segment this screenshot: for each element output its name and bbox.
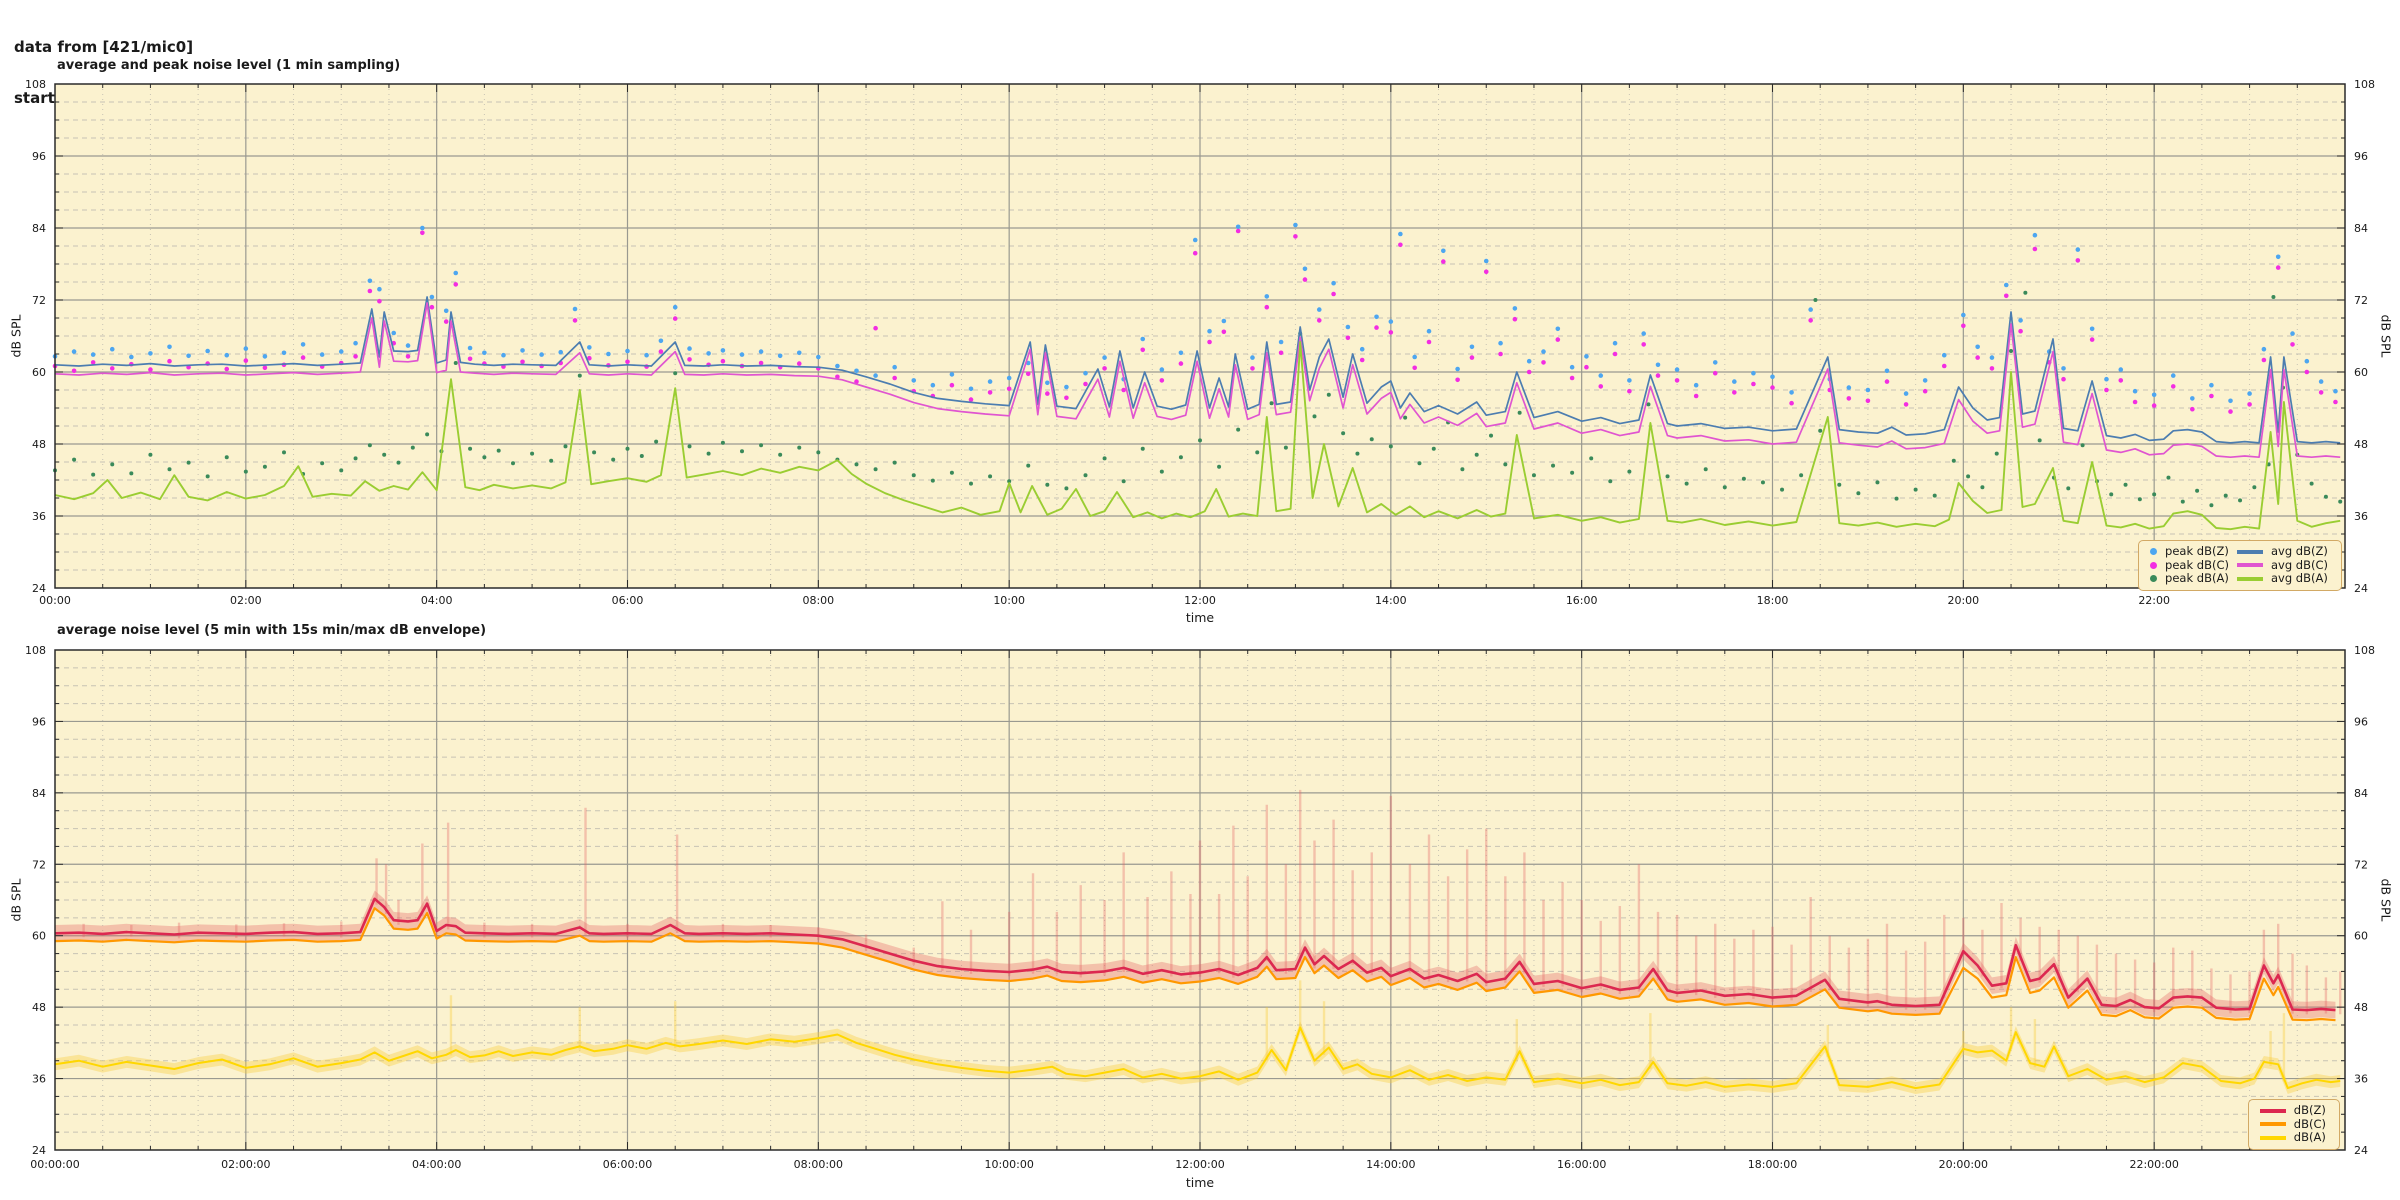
bottom-chart-ylabel-right: dB SPL — [2378, 878, 2394, 922]
dba-line-icon — [2259, 1135, 2286, 1140]
svg-text:60: 60 — [32, 930, 46, 943]
svg-text:108: 108 — [2354, 78, 2375, 91]
svg-text:04:00: 04:00 — [421, 594, 453, 607]
top-chart-xlabel: time — [1185, 610, 1215, 625]
svg-text:06:00:00: 06:00:00 — [603, 1158, 652, 1171]
svg-text:08:00:00: 08:00:00 — [794, 1158, 843, 1171]
bottom-chart-ylabel-left: dB SPL — [8, 878, 24, 922]
svg-text:24: 24 — [32, 1144, 46, 1157]
svg-text:12:00: 12:00 — [1184, 594, 1216, 607]
svg-text:72: 72 — [2354, 858, 2368, 871]
svg-text:22:00:00: 22:00:00 — [2129, 1158, 2178, 1171]
svg-text:02:00:00: 02:00:00 — [221, 1158, 270, 1171]
svg-text:60: 60 — [32, 366, 46, 379]
bottom-chart-title: average noise level (5 min with 15s min/… — [57, 623, 487, 638]
legend-label-avg-dbz: avg dB(Z) — [2270, 544, 2328, 558]
top-chart-ylabel-left: dB SPL — [8, 314, 24, 358]
svg-text:10:00:00: 10:00:00 — [984, 1158, 1033, 1171]
svg-text:20:00: 20:00 — [1947, 594, 1979, 607]
bottom-chart-legend: dB(Z) dB(C) dB(A) — [2247, 1099, 2340, 1150]
svg-text:00:00: 00:00 — [39, 594, 71, 607]
top-chart-legend: peak dB(Z) avg dB(Z) peak dB(C) avg dB(C… — [2138, 540, 2342, 591]
legend-label-avg-dba: avg dB(A) — [2270, 571, 2328, 585]
svg-text:60: 60 — [2354, 366, 2368, 379]
svg-text:36: 36 — [32, 510, 46, 523]
svg-text:16:00: 16:00 — [1566, 594, 1598, 607]
svg-text:18:00:00: 18:00:00 — [1748, 1158, 1797, 1171]
svg-text:08:00: 08:00 — [802, 594, 834, 607]
svg-text:36: 36 — [32, 1073, 46, 1086]
svg-text:84: 84 — [32, 787, 46, 800]
svg-text:108: 108 — [25, 78, 46, 91]
svg-text:48: 48 — [2354, 1001, 2368, 1014]
svg-text:96: 96 — [32, 715, 46, 728]
svg-text:96: 96 — [32, 150, 46, 163]
svg-text:36: 36 — [2354, 510, 2368, 523]
svg-text:22:00: 22:00 — [2138, 594, 2170, 607]
svg-text:20:00:00: 20:00:00 — [1939, 1158, 1988, 1171]
legend-label-dbz: dB(Z) — [2293, 1103, 2326, 1117]
peak-dbc-marker-icon — [2150, 561, 2158, 569]
svg-text:36: 36 — [2354, 1073, 2368, 1086]
svg-text:72: 72 — [32, 294, 46, 307]
svg-text:24: 24 — [32, 582, 46, 595]
legend-label-dbc: dB(C) — [2293, 1116, 2326, 1131]
svg-text:96: 96 — [2354, 150, 2368, 163]
svg-text:48: 48 — [32, 438, 46, 451]
svg-text:24: 24 — [2354, 1144, 2368, 1157]
svg-text:48: 48 — [2354, 438, 2368, 451]
legend-label-dba: dB(A) — [2293, 1130, 2326, 1144]
svg-text:00:00:00: 00:00:00 — [30, 1158, 79, 1171]
bottom-chart-plot: 00:00:00 02:00:00 04:00:00 06:00:00 08:00:00… — [25, 644, 2375, 1171]
peak-dbz-marker-icon — [2150, 548, 2158, 555]
svg-text:60: 60 — [2354, 930, 2368, 943]
svg-text:84: 84 — [32, 222, 46, 235]
dbz-line-icon — [2259, 1108, 2286, 1113]
top-chart-ylabel-right: dB SPL — [2378, 314, 2394, 358]
svg-text:96: 96 — [2354, 715, 2368, 728]
svg-text:108: 108 — [2354, 644, 2375, 657]
dbc-line-icon — [2259, 1122, 2286, 1126]
svg-text:14:00: 14:00 — [1375, 594, 1407, 607]
svg-text:04:00:00: 04:00:00 — [412, 1158, 461, 1171]
avg-dba-line-icon — [2236, 576, 2263, 581]
legend-label-peak-dba: peak dB(A) — [2165, 571, 2229, 585]
top-chart-title: average and peak noise level (1 min samp… — [57, 58, 401, 73]
avg-dbc-line-icon — [2236, 563, 2263, 567]
svg-text:16:00:00: 16:00:00 — [1557, 1158, 1606, 1171]
svg-text:10:00: 10:00 — [993, 594, 1025, 607]
header-data-source: data from [421/mic0] — [14, 38, 194, 56]
svg-text:24: 24 — [2354, 582, 2368, 595]
peak-dba-marker-icon — [2150, 575, 2158, 582]
svg-text:18:00: 18:00 — [1757, 594, 1789, 607]
top-chart-plot: 00:00 02:00 04:00 06:00 08:00 10:00 12:00 14:00… — [25, 78, 2375, 607]
legend-label-peak-dbc: peak dB(C) — [2165, 557, 2229, 572]
svg-text:84: 84 — [2354, 787, 2368, 800]
svg-text:72: 72 — [2354, 294, 2368, 307]
legend-label-peak-dbz: peak dB(Z) — [2165, 544, 2229, 558]
svg-text:06:00: 06:00 — [612, 594, 644, 607]
svg-text:14:00:00: 14:00:00 — [1366, 1158, 1415, 1171]
avg-dbz-line-icon — [2236, 549, 2263, 554]
legend-label-avg-dbc: avg dB(C) — [2270, 557, 2328, 572]
svg-text:72: 72 — [32, 858, 46, 871]
svg-text:02:00: 02:00 — [230, 594, 262, 607]
svg-text:12:00:00: 12:00:00 — [1175, 1158, 1224, 1171]
svg-text:108: 108 — [25, 644, 46, 657]
bottom-chart-xlabel: time — [1185, 1175, 1215, 1190]
svg-text:84: 84 — [2354, 222, 2368, 235]
svg-text:48: 48 — [32, 1001, 46, 1014]
